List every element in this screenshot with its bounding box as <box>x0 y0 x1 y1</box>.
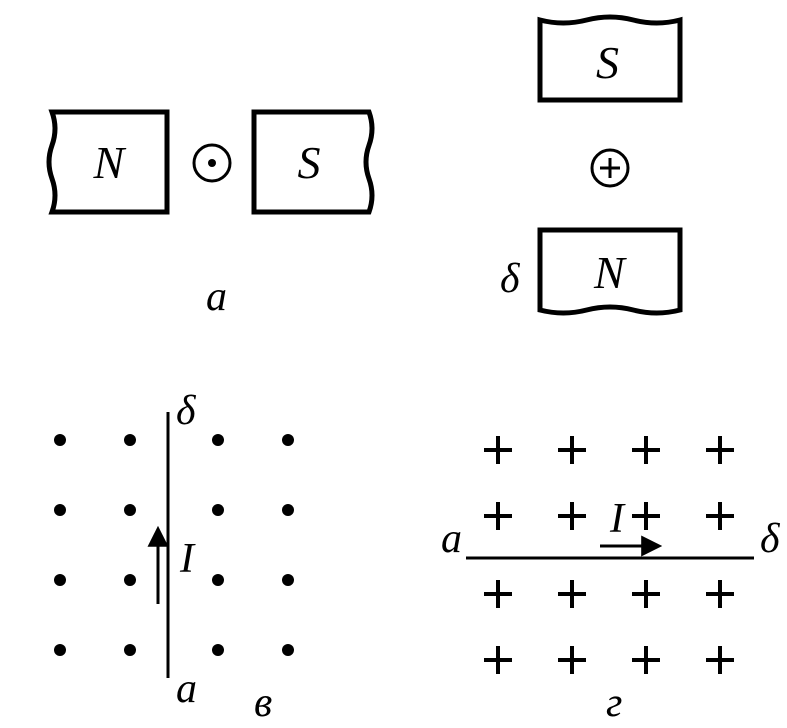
panel-label-b: δ <box>500 256 521 302</box>
field-dot <box>124 574 136 586</box>
current-out-dot <box>208 159 216 167</box>
pole-label-s: S <box>298 137 321 188</box>
panel-label-g: г <box>606 680 622 726</box>
field-dot <box>212 434 224 446</box>
wire-end-right-label: δ <box>760 516 781 562</box>
field-dot <box>124 504 136 516</box>
current-label-I: I <box>179 536 196 582</box>
panel-a: N Sa <box>49 112 372 320</box>
panel-v: Iδ a в <box>54 388 294 726</box>
field-dot <box>282 504 294 516</box>
wire-end-top-label: δ <box>176 388 197 434</box>
physics-diagram: N Sa S Nδ Iδ a в Ia δ г <box>0 0 787 728</box>
field-dot <box>54 504 66 516</box>
pole-label-s: S <box>596 37 619 88</box>
field-dot <box>282 574 294 586</box>
field-dot <box>212 644 224 656</box>
field-dot <box>212 504 224 516</box>
panel-label-a: a <box>206 274 227 320</box>
pole-label-n: N <box>593 247 627 298</box>
field-dot <box>54 644 66 656</box>
panel-label-v: в <box>254 680 272 726</box>
field-dot <box>124 644 136 656</box>
field-dot <box>54 574 66 586</box>
panel-b: S Nδ <box>500 17 680 313</box>
wire-end-bottom-label: a <box>176 666 197 712</box>
panel-g: Ia δ г <box>441 436 781 726</box>
field-dot <box>282 434 294 446</box>
pole-label-n: N <box>93 137 127 188</box>
field-dot <box>124 434 136 446</box>
current-label-I: I <box>609 496 626 542</box>
field-dot <box>282 644 294 656</box>
field-dot <box>212 574 224 586</box>
wire-end-left-label: a <box>441 516 462 562</box>
field-dot <box>54 434 66 446</box>
